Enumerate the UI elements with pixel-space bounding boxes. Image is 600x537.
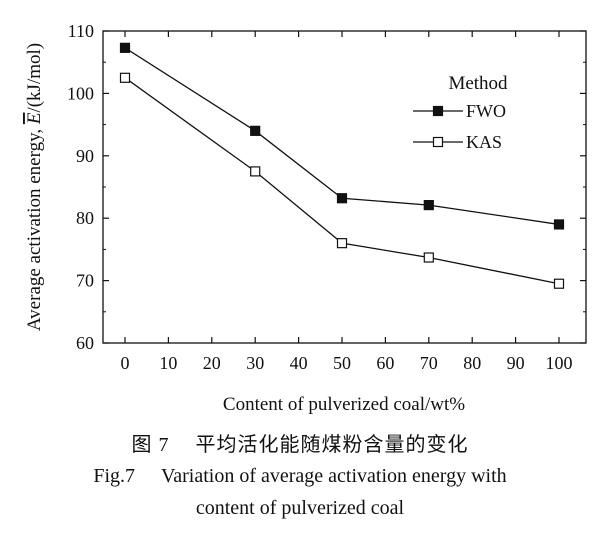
caption-chinese: 图 7 平均活化能随煤粉含量的变化 xyxy=(0,428,600,457)
legend-entry-kas: KAS xyxy=(466,132,502,152)
y-tick-label: 110 xyxy=(68,21,94,41)
x-tick-label: 70 xyxy=(420,353,438,373)
y-tick-label: 60 xyxy=(76,333,94,353)
data-point-kas xyxy=(423,252,434,263)
x-tick-label: 30 xyxy=(246,353,264,373)
data-point-fwo xyxy=(553,219,565,230)
legend-marker xyxy=(432,105,444,117)
x-tick-label: 20 xyxy=(203,353,221,373)
x-tick-label: 90 xyxy=(507,353,525,373)
y-tick-label: 100 xyxy=(67,83,94,103)
legend-title: Method xyxy=(448,73,508,94)
caption-chinese-text: 平均活化能随煤粉含量的变化 xyxy=(195,434,469,456)
caption-english-text-line2: content of pulverized coal xyxy=(195,497,405,519)
x-tick-label: 40 xyxy=(290,353,308,373)
y-tick-label: 80 xyxy=(76,208,94,228)
data-point-fwo xyxy=(250,125,261,136)
caption-english-line2: content of pulverized coal xyxy=(0,497,600,520)
data-point-fwo xyxy=(336,193,348,204)
caption-chinese-number: 图 7 xyxy=(131,434,170,456)
data-point-kas xyxy=(553,278,565,289)
caption-english-text-line1: Variation of average activation energy w… xyxy=(161,465,507,487)
caption-english-number: Fig.7 xyxy=(93,465,136,487)
plot-frame xyxy=(102,30,587,344)
data-point-kas xyxy=(250,166,261,177)
x-tick-label: 0 xyxy=(121,353,130,373)
y-tick-label: 70 xyxy=(76,271,94,291)
data-point-fwo xyxy=(423,199,434,211)
y-axis-label-symbol: E xyxy=(24,112,45,125)
x-tick-label: 10 xyxy=(159,353,177,373)
line-chart: 0 10 20 30 40 50 60 70 80 90 100 60 70 80 90 100 110 Met… xyxy=(24,21,587,415)
y-axis-label-prefix: Average activation energy, xyxy=(24,124,45,331)
x-tick-label: 80 xyxy=(463,353,481,373)
x-tick-label: 100 xyxy=(546,353,573,373)
x-axis-label: Content of pulverized coal/wt% xyxy=(223,394,465,415)
data-point-fwo xyxy=(119,42,131,53)
y-axis-label: Average activation energy, E/(kJ/mol) xyxy=(24,43,45,331)
legend-entry-fwo: FWO xyxy=(466,101,506,121)
y-tick-label: 90 xyxy=(76,146,94,166)
data-point-kas xyxy=(336,238,348,249)
x-tick-label: 50 xyxy=(333,353,351,373)
x-tick-label: 60 xyxy=(376,353,394,373)
y-axis-label-suffix: /(kJ/mol) xyxy=(24,43,45,113)
legend-marker xyxy=(432,136,444,148)
caption-english-line1: Fig.7 Variation of average activation ene… xyxy=(0,465,600,488)
data-point-kas xyxy=(119,72,131,83)
